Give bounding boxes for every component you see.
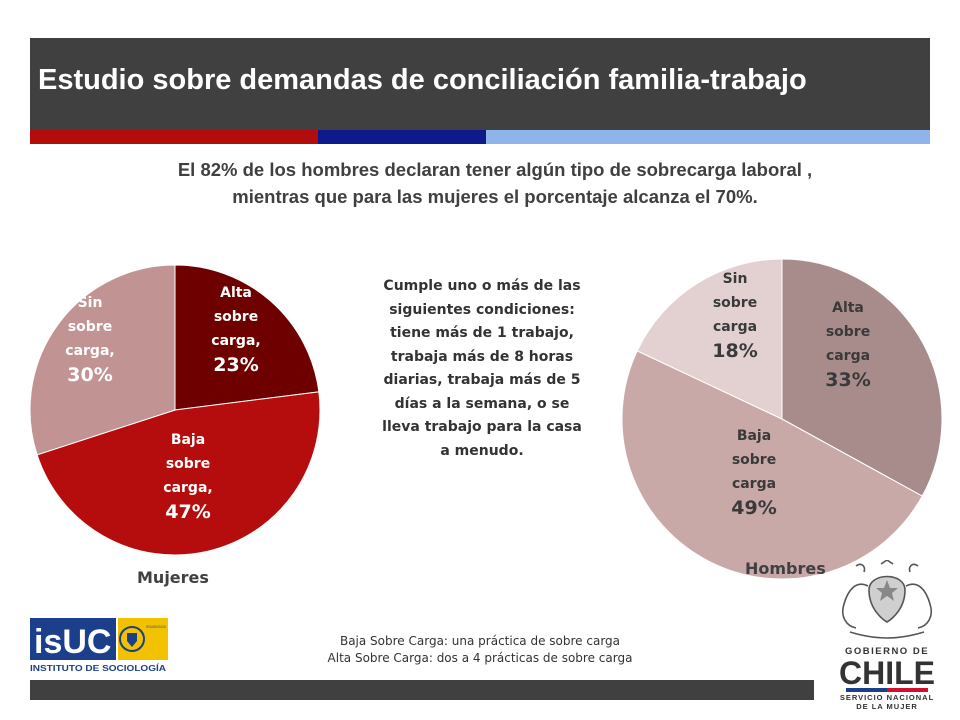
- pie-slice-baja-hombres: [621, 350, 923, 580]
- slice-value: 30%: [67, 364, 113, 386]
- slice-value: 47%: [165, 501, 211, 523]
- subtitle-line-2: mientras que para las mujeres el porcent…: [232, 186, 758, 207]
- slice-label-baja-mujeres: Baja sobre carga, 47%: [148, 428, 228, 524]
- pie-slice-alta-mujeres: [174, 264, 320, 411]
- university-seal-icon: [119, 626, 145, 652]
- stripe-light-blue: [486, 130, 930, 144]
- pie-slices-mujeres: [29, 264, 321, 556]
- slice-label-alta-hombres: Alta sobre carga 33%: [808, 296, 888, 392]
- gob-chile-text: CHILE: [839, 655, 935, 691]
- slice-label-sin-hombres: Sin sobre carga 18%: [695, 267, 775, 363]
- slice-value: 18%: [712, 340, 758, 362]
- page-title: Estudio sobre demandas de conciliación f…: [38, 64, 807, 96]
- bottom-bar: [30, 680, 814, 700]
- subtitle-line-1: El 82% de los hombres declaran tener alg…: [177, 159, 813, 180]
- slice-label-baja-hombres: Baja sobre carga 49%: [714, 424, 794, 520]
- isuc-subtitle: INSTITUTO DE SOCIOLOGÍA: [30, 663, 166, 673]
- gob-line-3: SERVICIO NACIONAL: [840, 693, 934, 702]
- stripe-blue: [318, 130, 486, 144]
- coat-of-arms-icon: [841, 560, 933, 639]
- subtitle: El 82% de los hombres declaran tener alg…: [60, 156, 930, 210]
- footnote-line-2: Alta Sobre Carga: dos a 4 prácticas de s…: [327, 651, 633, 665]
- footnote: Baja Sobre Carga: una práctica de sobre …: [240, 633, 720, 667]
- conditions-note: Cumple uno o más de las siguientes condi…: [382, 278, 582, 459]
- pie-caption-hombres: Hombres: [745, 559, 826, 578]
- slice-value: 23%: [213, 354, 259, 376]
- chile-flag-bar-blue: [846, 688, 887, 692]
- pie-chart-hombres: [621, 258, 943, 580]
- gobierno-chile-logo: GOBIERNO DE CHILE SERVICIO NACIONAL DE L…: [839, 560, 935, 710]
- chile-flag-bar-red: [887, 688, 928, 692]
- slice-label-sin-mujeres: Sin sobre carga, 30%: [50, 291, 130, 387]
- pie-slice-sin-mujeres: [29, 264, 176, 456]
- slice-value: 49%: [731, 497, 777, 519]
- pie-slice-sin-hombres: [636, 258, 783, 420]
- slice-label-alta-mujeres: Alta sobre carga, 23%: [196, 281, 276, 377]
- gob-line-1: GOBIERNO DE: [845, 646, 929, 657]
- pie-slice-alta-hombres: [781, 258, 943, 497]
- isuc-logo: isUC PONTIFICIA UNIVERSIDAD CATÓLICA DE …: [30, 618, 168, 673]
- slice-value: 33%: [825, 369, 871, 391]
- isuc-seal-text: PONTIFICIA UNIVERSIDAD CATÓLICA DE CHILE: [146, 624, 166, 629]
- stripe-red: [30, 130, 318, 144]
- pie-chart-mujeres: [29, 264, 321, 556]
- gob-line-4: DE LA MUJER: [856, 702, 918, 710]
- footnote-line-1: Baja Sobre Carga: una práctica de sobre …: [339, 634, 621, 648]
- isuc-logo-text: isUC: [34, 623, 111, 661]
- pie-caption-mujeres: Mujeres: [137, 568, 209, 587]
- pie-slice-baja-mujeres: [36, 391, 321, 556]
- pie-slices-hombres: [621, 258, 943, 580]
- title-bar: Estudio sobre demandas de conciliación f…: [30, 38, 930, 130]
